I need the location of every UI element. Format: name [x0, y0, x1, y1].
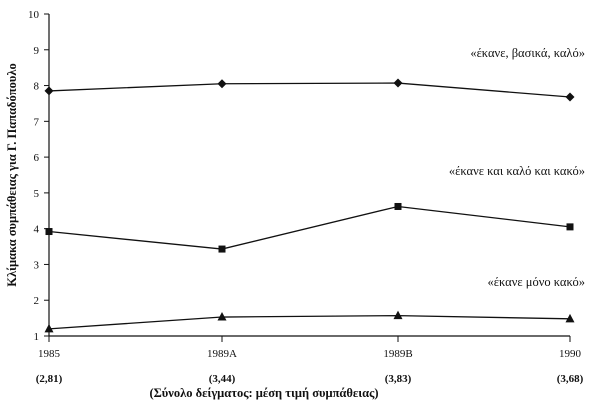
data-point-diamond	[44, 86, 54, 96]
y-ticks: 1 2 3 4 5 6 7 8 9 10	[28, 9, 49, 343]
y-tick-label: 3	[34, 259, 40, 271]
data-point-triangle	[565, 313, 575, 323]
x-tick-label: 1990	[559, 348, 582, 360]
data-point-square	[45, 228, 53, 236]
series-annotations: «έκανε, βασικά, καλό» «έκανε και καλό και…	[449, 46, 585, 289]
data-point-square	[394, 202, 402, 210]
series-annotation-diamond: «έκανε, βασικά, καλό»	[470, 46, 585, 60]
y-tick-label: 8	[34, 81, 40, 93]
axes	[48, 14, 570, 337]
x-ticks: 1985 (2,81) 1989A (3,44) 1989B (3,83) 1990 (3,6…	[36, 336, 584, 385]
data-point-square	[218, 245, 226, 253]
series-line-square	[48, 205, 571, 250]
x-tick-sublabel: (3,68)	[557, 373, 584, 385]
x-axis-label: (Σύνολο δείγματος: μέση τιμή συμπάθειας)	[149, 386, 378, 400]
y-tick-label: 6	[34, 152, 40, 164]
y-tick-label: 4	[34, 224, 40, 236]
data-point-triangle	[44, 323, 54, 333]
y-axis-label: Κλίμακα συμπάθειας για Γ. Παπαδόπουλο	[5, 63, 19, 287]
series-line-diamond	[48, 82, 571, 98]
series-line-triangle	[48, 314, 571, 330]
x-tick-label: 1989A	[207, 348, 237, 360]
series-annotation-square: «έκανε και καλό και κακό»	[449, 164, 585, 178]
x-tick-label: 1989B	[383, 348, 412, 360]
y-tick-label: 9	[34, 45, 40, 57]
data-point-diamond	[565, 92, 575, 102]
data-point-triangle	[393, 310, 403, 320]
data-point-diamond	[217, 79, 227, 89]
data-point-triangle	[217, 312, 227, 321]
x-tick-sublabel: (3,44)	[209, 373, 236, 385]
x-tick-sublabel: (2,81)	[36, 373, 63, 385]
y-tick-label: 10	[28, 9, 40, 21]
x-tick-label: 1985	[38, 348, 61, 360]
data-point-square	[566, 223, 574, 231]
series-group	[44, 78, 575, 333]
y-tick-label: 1	[34, 331, 40, 343]
y-tick-label: 5	[34, 188, 40, 200]
x-tick-sublabel: (3,83)	[385, 373, 412, 385]
series-annotation-triangle: «έκανε μόνο κακό»	[487, 275, 585, 289]
y-tick-label: 2	[34, 295, 40, 307]
y-tick-label: 7	[34, 116, 40, 128]
data-point-diamond	[393, 78, 403, 88]
